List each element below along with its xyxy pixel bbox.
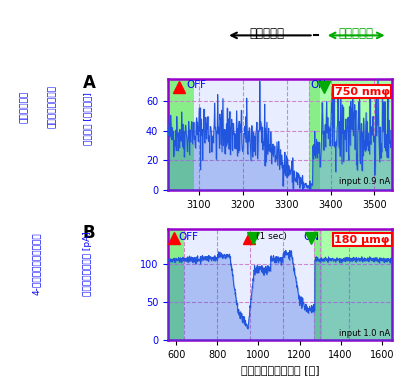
Text: input 1.0 nA: input 1.0 nA xyxy=(339,329,390,338)
Bar xyxy=(168,229,184,340)
Text: A: A xyxy=(83,74,96,92)
Text: B: B xyxy=(83,223,96,242)
X-axis label: ビーム入射経過時間 [秒]: ビーム入射経過時間 [秒] xyxy=(241,365,319,375)
Text: 180 μmφ: 180 μmφ xyxy=(334,235,390,244)
Text: OFF: OFF xyxy=(178,232,198,242)
Text: キャピラリー通過: キャピラリー通過 xyxy=(48,86,56,128)
Bar xyxy=(308,79,320,190)
Bar xyxy=(168,79,308,190)
Text: ON: ON xyxy=(311,80,327,90)
Text: イオン数 [個数／秒]: イオン数 [個数／秒] xyxy=(84,92,92,145)
Bar xyxy=(314,229,322,340)
Text: サブミクロン: サブミクロン xyxy=(20,91,28,123)
Text: input 0.9 nA: input 0.9 nA xyxy=(338,176,390,186)
Text: リレーオン: リレーオン xyxy=(339,27,374,40)
Text: 750 nmφ: 750 nmφ xyxy=(335,87,390,97)
Bar xyxy=(168,229,314,340)
Text: リレーオフ: リレーオフ xyxy=(249,27,284,40)
Text: イオンビーム電流 [pA]: イオンビーム電流 [pA] xyxy=(84,231,92,296)
Text: ON: ON xyxy=(304,232,320,242)
Bar xyxy=(308,79,392,190)
Bar xyxy=(314,229,392,340)
Text: 4-電極キャピラリー通過: 4-電極キャピラリー通過 xyxy=(32,232,40,295)
Text: (1 sec): (1 sec) xyxy=(256,232,287,241)
Bar xyxy=(168,79,194,190)
Text: OFF: OFF xyxy=(186,80,206,90)
